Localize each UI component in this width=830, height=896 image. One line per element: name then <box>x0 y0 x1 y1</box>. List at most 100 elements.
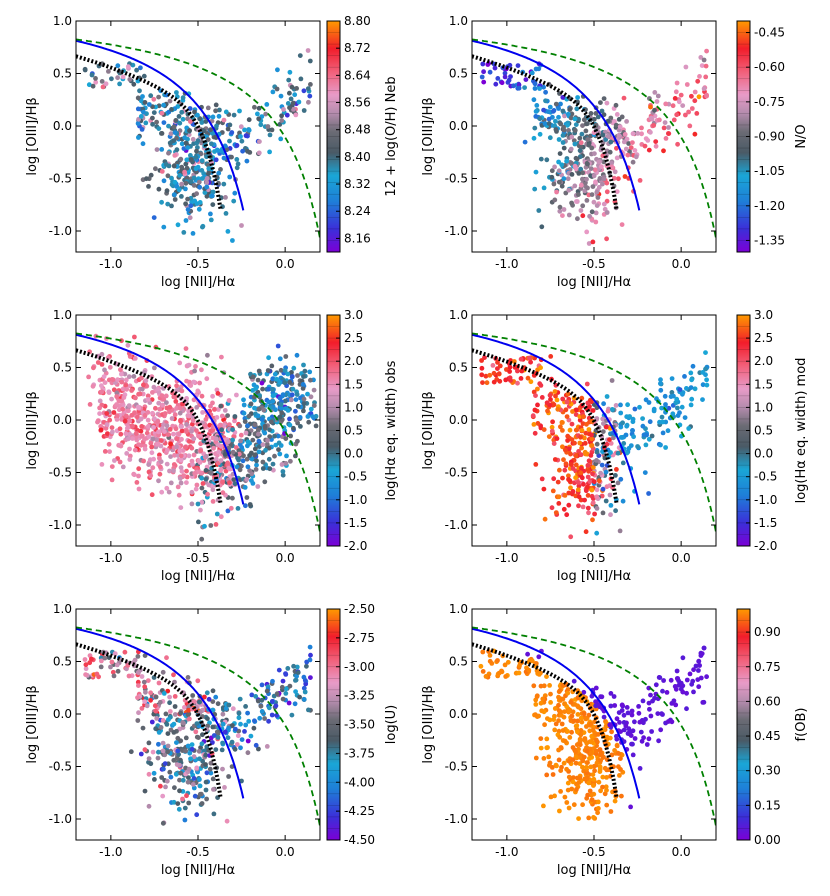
data-point <box>551 402 557 408</box>
data-point <box>99 351 105 357</box>
data-point <box>203 453 209 459</box>
data-point <box>254 462 259 468</box>
data-point <box>558 768 564 773</box>
data-point <box>575 95 580 100</box>
data-point <box>126 374 132 380</box>
data-point <box>199 393 205 399</box>
data-point <box>148 697 154 703</box>
data-point <box>583 716 589 722</box>
data-point <box>547 717 553 723</box>
data-point <box>139 674 145 679</box>
data-point <box>591 783 596 788</box>
data-point <box>586 468 591 474</box>
data-point <box>569 437 575 442</box>
colorbar-tick-label: 8.32 <box>344 177 371 191</box>
data-point <box>291 365 297 371</box>
data-point <box>183 735 189 741</box>
data-point <box>537 381 543 387</box>
data-point <box>179 141 185 147</box>
data-point <box>646 736 652 742</box>
y-tick-label: -1.0 <box>49 224 72 238</box>
data-point <box>544 157 550 163</box>
data-point <box>252 446 258 452</box>
data-point <box>219 354 224 360</box>
colorbar-tick-label: 0.5 <box>754 424 773 438</box>
data-point <box>203 476 209 482</box>
data-point <box>700 382 706 388</box>
data-point <box>137 88 142 94</box>
data-point <box>136 405 142 411</box>
data-point <box>577 775 583 781</box>
data-point <box>190 421 195 427</box>
data-point <box>250 388 256 393</box>
data-point <box>220 766 225 772</box>
data-point <box>248 733 254 739</box>
data-point <box>163 784 168 790</box>
data-point <box>636 704 641 709</box>
data-point <box>522 85 527 90</box>
data-point <box>564 414 570 419</box>
data-point <box>607 437 612 442</box>
data-point <box>143 689 148 695</box>
data-point <box>593 699 598 704</box>
data-point <box>183 180 189 186</box>
data-point <box>561 176 567 182</box>
data-point <box>258 122 264 128</box>
data-point <box>307 644 313 650</box>
data-point <box>659 405 664 411</box>
data-point <box>584 381 590 387</box>
data-point <box>189 742 195 747</box>
data-point <box>607 492 613 498</box>
data-point <box>208 127 214 133</box>
data-point <box>164 722 170 727</box>
y-tick-label: 0.0 <box>53 707 72 721</box>
data-point <box>301 674 307 680</box>
data-point <box>614 112 620 117</box>
y-tick-label: 1.0 <box>449 602 468 616</box>
data-point <box>199 475 205 481</box>
data-point <box>658 727 664 733</box>
data-point <box>287 69 293 75</box>
data-point <box>222 408 228 413</box>
scatter-points <box>86 333 319 542</box>
data-point <box>210 193 215 199</box>
data-point <box>565 391 571 397</box>
data-point <box>605 133 611 139</box>
data-point <box>578 732 584 738</box>
x-axis-label: log [NII]/Hα <box>557 275 631 290</box>
data-point <box>195 501 201 507</box>
kewley-curve <box>472 626 716 832</box>
data-point <box>621 95 627 101</box>
data-point <box>590 184 596 190</box>
data-point <box>531 389 537 395</box>
data-point <box>556 114 561 120</box>
colorbar-tick-label: 8.64 <box>344 68 371 82</box>
data-point <box>689 377 694 383</box>
data-point <box>278 136 284 142</box>
data-point <box>276 440 282 446</box>
data-point <box>301 108 307 113</box>
data-point <box>579 395 585 401</box>
data-point <box>640 698 646 704</box>
data-point <box>164 188 170 194</box>
data-point <box>242 127 247 133</box>
data-point <box>531 422 537 427</box>
data-point <box>692 131 698 137</box>
data-point <box>107 417 113 423</box>
data-point <box>231 198 237 204</box>
data-point <box>609 161 614 166</box>
data-point <box>178 453 184 459</box>
data-point <box>265 438 270 443</box>
data-point <box>166 150 171 156</box>
data-point <box>151 770 157 776</box>
kewley-curve <box>472 332 716 538</box>
data-point <box>532 125 538 131</box>
data-point <box>555 406 561 412</box>
data-point <box>541 683 547 689</box>
data-point <box>531 373 537 378</box>
data-point <box>210 699 216 704</box>
data-point <box>289 712 295 718</box>
data-point <box>122 371 128 377</box>
data-point <box>243 722 249 728</box>
